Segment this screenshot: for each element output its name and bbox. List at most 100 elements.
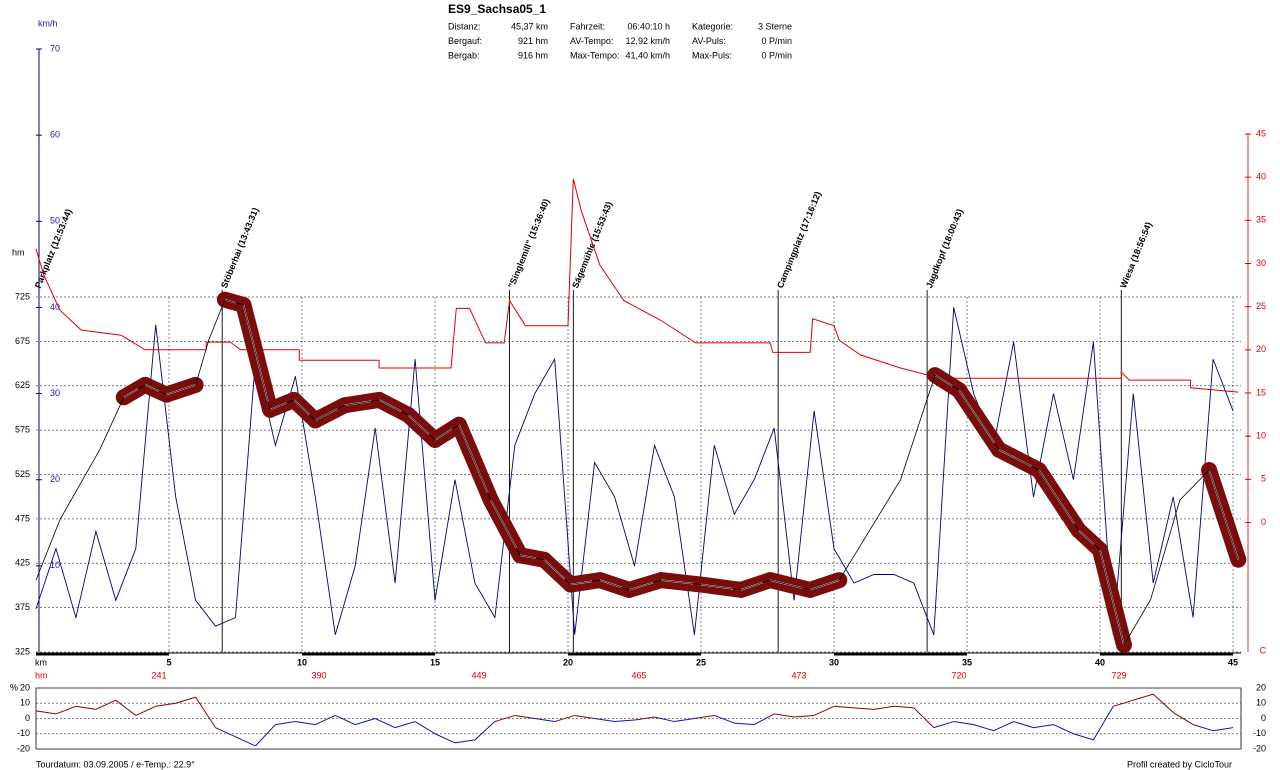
- y3-tick-label: 30: [50, 388, 60, 398]
- gradient-segment: [1152, 693, 1174, 713]
- gradient-segment: [853, 707, 874, 710]
- y3-tick-label: 50: [50, 216, 60, 226]
- gradient-segment: [794, 714, 815, 718]
- x-tick-label: 40: [1095, 657, 1105, 667]
- gradient-segment: [355, 718, 376, 726]
- x-tick-label: 15: [430, 657, 440, 667]
- y-tick-label: 575: [15, 425, 30, 435]
- gradient-segment: [973, 724, 994, 732]
- gradient-segment: [255, 724, 276, 747]
- gradient-segment: [434, 733, 456, 744]
- gradient-segment: [1212, 727, 1234, 732]
- y2-tick-label: 0: [1261, 517, 1266, 527]
- y3-tick-label: 70: [50, 43, 60, 53]
- y-tick-label: 625: [15, 380, 30, 390]
- gradient-segment: [574, 714, 595, 719]
- gradient-segment: [95, 699, 117, 710]
- gradient-tick-label: -20: [17, 743, 30, 753]
- y-tick-label: 725: [15, 291, 30, 301]
- gradient-segment: [1192, 724, 1214, 732]
- x-tick-label: 45: [1228, 657, 1238, 667]
- hm-row-value: 390: [311, 670, 326, 680]
- x-tick-label: 35: [962, 657, 972, 667]
- hm-row-value: 449: [471, 670, 486, 680]
- gradient-tick-label-right: 10: [1256, 698, 1266, 708]
- gradient-segment: [374, 718, 396, 729]
- y2-tick-label: 25: [1256, 301, 1266, 311]
- stat-label: Bergauf:: [448, 36, 482, 46]
- hm-row-value: 465: [631, 670, 646, 680]
- gradient-segment: [1033, 724, 1054, 729]
- y-tick-label: 475: [15, 513, 30, 523]
- gradient-segment: [75, 705, 96, 710]
- gradient-segment: [454, 739, 475, 744]
- stat-value: 06:40:10 h: [627, 21, 670, 31]
- gradient-segment: [654, 716, 675, 723]
- stat-label: AV-Puls:: [692, 36, 726, 46]
- chart-title: ES9_Sachsa05_1: [448, 2, 546, 16]
- gradient-segment: [235, 736, 256, 747]
- y-tick-label: 425: [15, 558, 30, 568]
- gradient-segment: [474, 721, 496, 741]
- x-tick-label: 25: [696, 657, 706, 667]
- y2-axis-label: C: [1260, 645, 1267, 655]
- stat-value: 12,92 km/h: [625, 36, 670, 46]
- x-axis-label: km: [35, 657, 47, 667]
- gradient-segment: [993, 721, 1014, 732]
- gradient-segment: [195, 696, 216, 728]
- y3-tick-label: 40: [50, 302, 60, 312]
- stat-label: Distanz:: [448, 21, 481, 31]
- gradient-segment: [394, 721, 416, 729]
- gradient-segment: [494, 714, 515, 723]
- gradient-segment: [175, 696, 196, 704]
- gradient-segment: [1073, 733, 1094, 741]
- waypoint-label: Wiesa (18:56:54): [1118, 221, 1154, 290]
- gradient-axis-label: %: [10, 682, 18, 692]
- y2-tick-label: 5: [1261, 474, 1266, 484]
- gradient-segment: [35, 710, 57, 715]
- speed-line: [35, 307, 1234, 635]
- gradient-segment: [335, 714, 356, 726]
- gradient-segment: [295, 721, 316, 726]
- stat-value: 0 P/min: [761, 50, 792, 60]
- gradient-segment: [414, 721, 436, 735]
- waypoint-label: Stöberhai (13:43:31): [219, 206, 260, 290]
- stat-value: 921 hm: [518, 36, 548, 46]
- gradient-segment: [55, 705, 77, 715]
- gradient-segment: [1092, 706, 1114, 741]
- gradient-segment: [1172, 711, 1194, 726]
- gradient-segment: [714, 714, 735, 724]
- hm-row-value: 473: [791, 670, 806, 680]
- waypoint-label: "Singlemill" (15:36:40): [506, 197, 551, 289]
- stat-value: 3 Sterne: [758, 21, 792, 31]
- gradient-segment: [1013, 721, 1034, 729]
- waypoint-label: Campingplatz (17:16:12): [775, 190, 823, 290]
- gradient-segment: [514, 714, 535, 719]
- gradient-tick-label: 0: [25, 713, 30, 723]
- y-tick-label: 525: [15, 469, 30, 479]
- stat-label: Bergab:: [448, 50, 480, 60]
- waypoint-label: Jagdkopf (18:00:43): [924, 208, 965, 290]
- gradient-segment: [893, 705, 914, 709]
- y2-tick-label: 20: [1256, 344, 1266, 354]
- stat-label: Fahrzeit:: [570, 21, 605, 31]
- y2-tick-label: 30: [1256, 258, 1266, 268]
- stat-label: Max-Puls:: [692, 50, 732, 60]
- stat-value: 916 hm: [518, 50, 548, 60]
- x-tick-label: 10: [297, 657, 307, 667]
- gradient-segment: [813, 705, 835, 716]
- y-axis-label: hm: [12, 247, 25, 257]
- y-tick-label: 675: [15, 336, 30, 346]
- footer-right: Profil created by CicloTour: [1127, 759, 1232, 769]
- hm-row-label: hm: [35, 670, 48, 680]
- hm-row-value: 720: [951, 670, 966, 680]
- gradient-segment: [1133, 693, 1154, 701]
- footer-left: Tourdatum: 03.09.2005 / e-Temp.: 22.9°: [36, 759, 195, 769]
- gradient-segment: [734, 722, 755, 726]
- stat-label: AV-Tempo:: [570, 36, 613, 46]
- gradient-tick-label-right: -20: [1253, 743, 1266, 753]
- stat-value: 0 P/min: [761, 36, 792, 46]
- gradient-segment: [774, 713, 795, 718]
